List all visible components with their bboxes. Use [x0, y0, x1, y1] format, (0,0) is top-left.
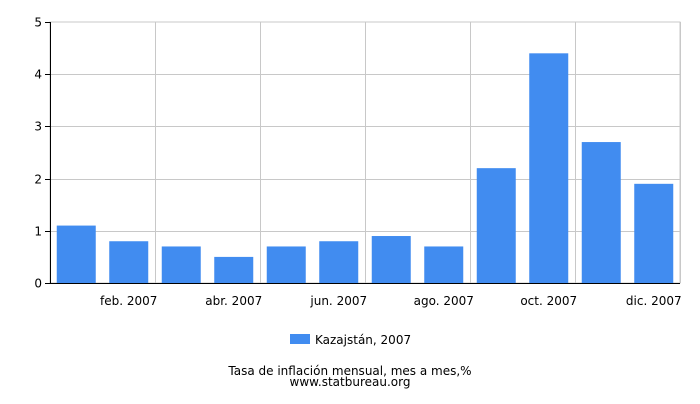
legend-label: Kazajstán, 2007 [315, 333, 411, 347]
bars [56, 53, 674, 283]
x-tick-label: jun. 2007 [309, 294, 367, 308]
source-link[interactable]: www.statbureau.org [289, 375, 411, 389]
bar[interactable] [581, 142, 621, 283]
x-tick-label: dic. 2007 [626, 294, 682, 308]
x-tick-label: ago. 2007 [414, 294, 474, 308]
x-tick-label: abr. 2007 [205, 294, 262, 308]
bar[interactable] [476, 168, 516, 283]
y-tick-label: 4 [34, 68, 42, 82]
bar[interactable] [161, 246, 201, 283]
bar[interactable] [319, 241, 359, 283]
axes: 0 1 2 3 4 5 feb. 2007 abr. 2007 jun. 2007 ago. 20… [34, 16, 681, 309]
bar[interactable] [56, 225, 96, 283]
bar[interactable] [424, 246, 464, 283]
bar[interactable] [529, 53, 569, 283]
legend-swatch [290, 334, 310, 344]
x-tick-label: oct. 2007 [520, 294, 577, 308]
y-tick-label: 5 [34, 16, 42, 30]
bar[interactable] [214, 256, 254, 283]
y-tick-label: 2 [34, 173, 42, 187]
bar[interactable] [634, 183, 674, 283]
legend: Kazajstán, 2007 [290, 333, 411, 347]
y-tick-label: 0 [34, 277, 42, 291]
bar[interactable] [371, 236, 411, 283]
bar[interactable] [266, 246, 306, 283]
y-tick-label: 3 [34, 120, 42, 134]
bar[interactable] [109, 241, 149, 283]
chart-title: Tasa de inflación mensual, mes a mes,% [228, 364, 472, 378]
x-tick-label: feb. 2007 [100, 294, 157, 308]
y-tick-label: 1 [34, 225, 42, 239]
